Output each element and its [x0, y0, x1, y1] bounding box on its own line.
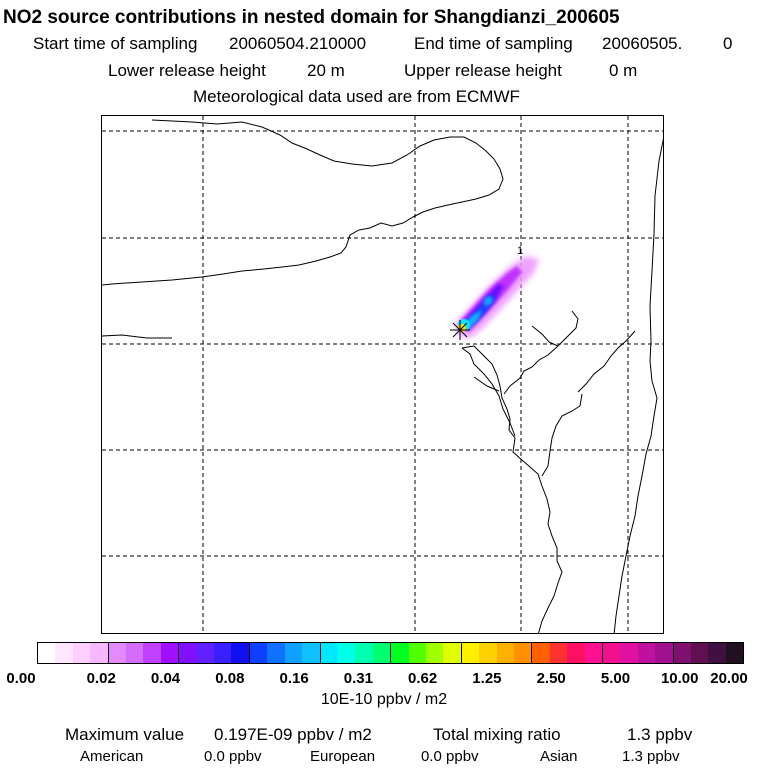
max-value-label: Maximum value [65, 725, 185, 744]
colorbar-segment [391, 643, 409, 663]
no2-plume [455, 256, 539, 338]
colorbar-segment [160, 643, 180, 663]
region-breakdown-line: American 0.0 ppbv European 0.0 ppbv Asia… [0, 749, 768, 769]
american-label: American [80, 748, 144, 765]
colorbar-segment [691, 643, 709, 663]
colorbar-segment [673, 643, 692, 663]
release-height-line: Lower release height 20 m Upper release … [0, 62, 768, 82]
colorbar-segment [214, 643, 232, 663]
colorbar-tick-label: 0.31 [343, 670, 373, 687]
colorbar-tick-label: 1.25 [472, 670, 502, 687]
lower-release-label: Lower release height [108, 61, 266, 80]
colorbar-segment [126, 643, 144, 663]
colorbar-tick-label: 10.00 [660, 670, 699, 687]
colorbar-segment [337, 643, 356, 663]
end-time-label: End time of sampling [414, 34, 573, 53]
colorbar-tick-label: 0.16 [279, 670, 309, 687]
colorbar-segment [725, 643, 744, 663]
asian-label: Asian [540, 748, 578, 765]
met-data-line: Meteorological data used are from ECMWF [0, 88, 768, 108]
colorbar-tick-label: 0.08 [215, 670, 245, 687]
colorbar-segment [72, 643, 91, 663]
colorbar-segment [443, 643, 462, 663]
colorbar-segment [584, 643, 603, 663]
total-mixing-value: 1.3 ppbv [627, 725, 693, 744]
colorbar-segment [637, 643, 656, 663]
colorbar-segment [425, 643, 444, 663]
colorbar-segment [90, 643, 109, 663]
asian-value: 1.3 ppbv [622, 748, 680, 765]
summary-line: Maximum value 0.197E-09 ppbv / m2 Total … [0, 726, 768, 746]
colorbar-segment [408, 643, 426, 663]
total-mixing-label: Total mixing ratio [433, 725, 561, 744]
upper-release-label: Upper release height [404, 61, 562, 80]
colorbar-segment [708, 643, 726, 663]
sampling-time-line: Start time of sampling 20060504.210000 E… [0, 35, 768, 55]
upper-release-value: 0 m [609, 61, 638, 80]
colorbar-segment [38, 643, 56, 663]
european-value: 0.0 ppbv [421, 748, 479, 765]
met-data-text: Meteorological data used are from ECMWF [193, 87, 520, 106]
colorbar-segment [461, 643, 480, 663]
colorbar-tick-label: 0.00 [6, 670, 36, 687]
site-marker-label: 1 [517, 245, 523, 257]
end-time-suffix: 0 [723, 34, 733, 53]
colorbar-tick-label: 0.02 [86, 670, 116, 687]
map-panel: 1 [101, 115, 664, 634]
colorbar-tick-label: 2.50 [536, 670, 566, 687]
colorbar-segment [231, 643, 250, 663]
colorbar-segment [513, 643, 533, 663]
colorbar-segment [267, 643, 285, 663]
colorbar-tick-label: 20.00 [710, 670, 748, 687]
colorbar-segment [479, 643, 497, 663]
colorbar-segment [55, 643, 73, 663]
start-time-value: 20060504.210000 [229, 34, 367, 53]
colorbar-segment [196, 643, 215, 663]
plot-title: NO2 source contributions in nested domai… [3, 7, 620, 28]
colorbar-segment [355, 643, 373, 663]
map-canvas: 1 [102, 116, 663, 633]
lat-lon-grid [102, 116, 663, 633]
colorbar-segment [284, 643, 303, 663]
colorbar-segment [655, 643, 674, 663]
end-time-value: 20060505. [602, 34, 683, 53]
colorbar-segment [372, 643, 392, 663]
american-value: 0.0 ppbv [204, 748, 262, 765]
colorbar-segment [567, 643, 585, 663]
coastline-borders [102, 119, 663, 633]
colorbar-segment [549, 643, 568, 663]
receptor-star-icon [450, 320, 470, 340]
european-label: European [310, 748, 376, 765]
lower-release-value: 20 m [307, 61, 345, 80]
colorbar-segment [179, 643, 197, 663]
start-time-label: Start time of sampling [33, 34, 198, 53]
colorbar-segment [620, 643, 638, 663]
colorbar-segment [302, 643, 321, 663]
colorbar-tick-label: 0.62 [408, 670, 438, 687]
colorbar-segment [532, 643, 550, 663]
colorbar-segment [603, 643, 621, 663]
colorbar-tick-label: 0.04 [150, 670, 181, 687]
colorbar-segment [249, 643, 268, 663]
colorbar-segment [320, 643, 338, 663]
colorbar-tick-label: 5.00 [600, 670, 631, 687]
colorbar-segment [143, 643, 161, 663]
colorbar [37, 642, 744, 664]
colorbar-segment [108, 643, 127, 663]
colorbar-unit: 10E-10 ppbv / m2 [320, 691, 448, 708]
colorbar-segment [496, 643, 514, 663]
max-value: 0.197E-09 ppbv / m2 [214, 725, 372, 744]
